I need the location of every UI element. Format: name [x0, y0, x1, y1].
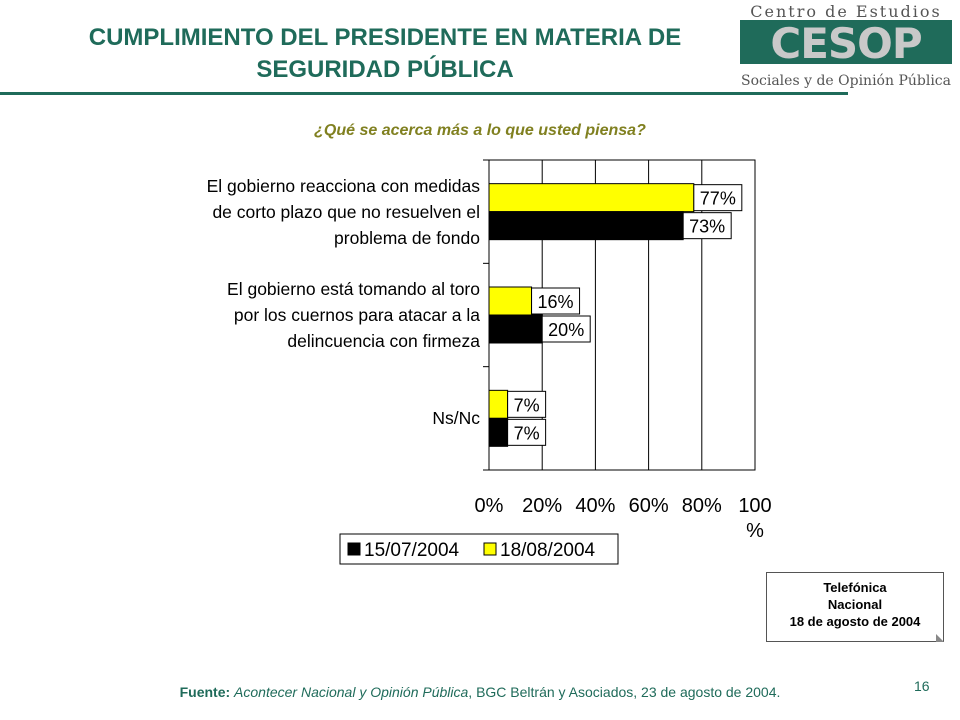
x-tick-label: 40% [575, 495, 615, 517]
logo-band [740, 20, 952, 64]
category-label: El gobierno reacciona con medidas de cort… [207, 173, 480, 251]
page-number: 16 [914, 678, 930, 694]
category-label-line: Ns/Nc [432, 408, 480, 429]
data-label-box [541, 315, 591, 343]
logo-top-text: Centro de Estudios [750, 2, 941, 21]
x-tick-label: 20% [522, 495, 562, 517]
bar [488, 183, 695, 213]
category-label-line: El gobierno está tomando al toro [227, 279, 480, 299]
data-label: 77% [700, 189, 736, 209]
bar [488, 389, 509, 419]
note-line-1: Telefónica [823, 580, 887, 595]
bar [488, 286, 533, 316]
bar [488, 417, 509, 447]
x-tick-label: 0% [475, 495, 504, 517]
legend-swatch [483, 542, 497, 556]
cesop-logo: Centro de Estudios CESOP Sociales y de O… [740, 2, 952, 89]
category-label: El gobierno está tomando al toro por los … [227, 276, 480, 354]
legend [339, 533, 619, 565]
legend-swatch [347, 542, 361, 556]
x-tick-label: 100 [738, 495, 771, 517]
legend-label: 15/07/2004 [364, 540, 460, 561]
data-label-box [507, 418, 547, 446]
header-rule [0, 92, 848, 95]
method-note: Telefónica Nacional 18 de agosto de 2004 [766, 572, 944, 642]
bar [488, 314, 543, 344]
source-rest: , BGC Beltrán y Asociados, 23 de agosto … [468, 684, 781, 700]
data-label: 7% [514, 423, 540, 443]
data-label-box [693, 184, 743, 212]
survey-question: ¿Qué se acerca más a lo que usted piensa… [314, 122, 646, 139]
title-line-2: SEGURIDAD PÚBLICA [256, 56, 514, 83]
source-prefix: Fuente: [179, 684, 231, 700]
x-tick-label: 60% [629, 495, 669, 517]
note-fold [936, 634, 944, 642]
title-line-1: CUMPLIMIENTO DEL PRESIDENTE EN MATERIA D… [88, 24, 682, 51]
data-label: 7% [514, 395, 540, 415]
data-label: 73% [689, 217, 725, 237]
data-label-box [507, 390, 547, 418]
data-label: 20% [548, 320, 584, 340]
category-label-line: por los cuernos para atacar a la [233, 305, 480, 325]
category-label-line: delincuencia con firmeza [287, 331, 480, 351]
note-line-3: 18 de agosto de 2004 [789, 614, 921, 629]
data-label: 16% [538, 292, 574, 312]
x-tick-label: 80% [682, 495, 722, 517]
category-label: Ns/Nc [432, 405, 480, 431]
category-label-line: El gobierno reacciona con medidas [206, 175, 480, 196]
data-label-box [682, 212, 732, 240]
logo-mark: CESOP [770, 19, 921, 68]
category-label-line: de corto plazo que no resuelven el [212, 201, 480, 222]
legend-label: 18/08/2004 [500, 540, 596, 561]
data-label-box [531, 287, 581, 315]
x-unit-label: % [746, 520, 764, 542]
page-title: CUMPLIMIENTO DEL PRESIDENTE EN MATERIA D… [40, 22, 730, 86]
bar [488, 211, 684, 241]
source-publication: Acontecer Nacional y Opinión Pública [234, 684, 469, 700]
source-citation: Fuente: Acontecer Nacional y Opinión Púb… [0, 684, 960, 700]
note-line-2: Nacional [827, 597, 883, 612]
logo-bottom-text: Sociales y de Opinión Pública [741, 73, 951, 89]
category-label-line: problema de fondo [334, 227, 480, 248]
